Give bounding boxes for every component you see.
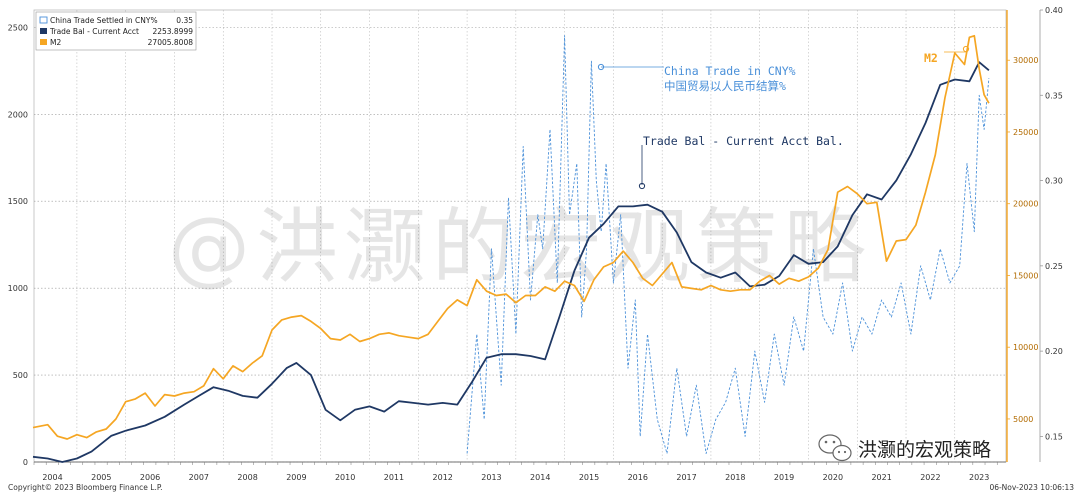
y-right-outer-tick-label: 0.35 [1045, 91, 1063, 100]
x-tick-label: 2010 [335, 473, 355, 482]
x-tick-label: 2017 [676, 473, 696, 482]
y-right-tick-label: 10000 [1013, 343, 1038, 352]
axes: 0 500 1000 1500 2000 2500 2004 2005 2006 2007 2008… [8, 6, 1063, 482]
legend-value-cny: 0.35 [176, 16, 193, 25]
legend-swatch-cny [39, 16, 48, 24]
x-tick-label: 2009 [286, 473, 306, 482]
x-tick-label: 2006 [140, 473, 160, 482]
footer-timestamp: 06-Nov-2023 10:06:13 [989, 483, 1074, 492]
legend-swatch-m2 [40, 39, 47, 45]
y-left-tick-label: 500 [13, 371, 28, 380]
legend-label-cny: China Trade Settled in CNY% [50, 16, 158, 25]
legend-value-m2: 27005.8008 [148, 38, 194, 47]
legend-label-m2: M2 [50, 38, 61, 47]
y-right-tick-label: 15000 [1013, 271, 1038, 280]
footer-copyright: Copyright© 2023 Bloomberg Finance L.P. [8, 483, 163, 492]
y-right-outer-tick-label: 0.25 [1045, 262, 1063, 271]
cny-annotation-subtitle: 中国贸易以人民币结算% [664, 79, 786, 93]
x-tick-label: 2014 [530, 473, 550, 482]
y-right-tick-label: 20000 [1013, 200, 1038, 209]
wechat-badge: 洪灏的宏观策略 [818, 434, 991, 462]
wechat-logo-icon [818, 434, 852, 462]
x-tick-label: 2008 [237, 473, 257, 482]
y-right-outer-tick-label: 0.20 [1045, 347, 1063, 356]
cny-annotation-title: China Trade in CNY% [664, 64, 796, 78]
x-tick-label: 2011 [384, 473, 404, 482]
annotations: China Trade in CNY% 中国贸易以人民币结算% Trade Ba… [597, 45, 970, 190]
y-left-tick-label: 0 [23, 458, 28, 467]
watermark-text: @洪灏的宏观策略 [168, 200, 872, 295]
x-tick-label: 2007 [189, 473, 209, 482]
y-right-tick-label: 30000 [1013, 56, 1038, 65]
series-line-m2 [32, 34, 990, 440]
y-right-outer-tick-label: 0.40 [1045, 6, 1063, 15]
wechat-account-name: 洪灏的宏观策略 [858, 439, 991, 461]
y-left-tick-label: 1500 [8, 197, 28, 206]
legend-value-tradebal: 2253.8999 [152, 27, 193, 36]
x-tick-label: 2019 [774, 473, 794, 482]
x-tick-label: 2022 [920, 473, 940, 482]
x-tick-label: 2018 [725, 473, 745, 482]
series-line-cny-share [466, 35, 990, 454]
legend-box [35, 11, 197, 51]
tradebal-annotation: Trade Bal - Current Acct Bal. [643, 134, 844, 148]
x-tick-label: 2013 [481, 473, 501, 482]
x-tick-label: 2012 [433, 473, 453, 482]
y-left-tick-label: 2500 [8, 23, 28, 32]
y-left-tick-label: 2000 [8, 110, 28, 119]
x-tick-label: 2020 [823, 473, 843, 482]
y-right-tick-label: 25000 [1013, 128, 1038, 137]
series-lines [32, 34, 990, 463]
legend-swatch-tradebal [40, 28, 47, 34]
legend-label-tradebal: Trade Bal - Current Acct [49, 27, 139, 36]
legend: China Trade Settled in CNY% 0.35 Trade B… [35, 11, 197, 51]
tradebal-annotation-marker [638, 182, 646, 190]
m2-annotation: M2 [924, 51, 938, 65]
y-left-tick-label: 1000 [8, 284, 28, 293]
x-tick-label: 2005 [91, 473, 111, 482]
m2-annotation-marker [962, 45, 970, 53]
y-right-outer-tick-label: 0.30 [1045, 177, 1063, 186]
y-right-outer-tick-label: 0.15 [1045, 432, 1063, 441]
y-right-tick-label: 5000 [1013, 415, 1033, 424]
x-tick-label: 2004 [42, 473, 62, 482]
cny-annotation-marker [597, 63, 605, 71]
x-tick-label: 2016 [628, 473, 648, 482]
x-tick-label: 2023 [969, 473, 989, 482]
x-tick-label: 2021 [871, 473, 891, 482]
x-tick-label: 2015 [579, 473, 599, 482]
series-line-trade-balance [32, 61, 990, 463]
